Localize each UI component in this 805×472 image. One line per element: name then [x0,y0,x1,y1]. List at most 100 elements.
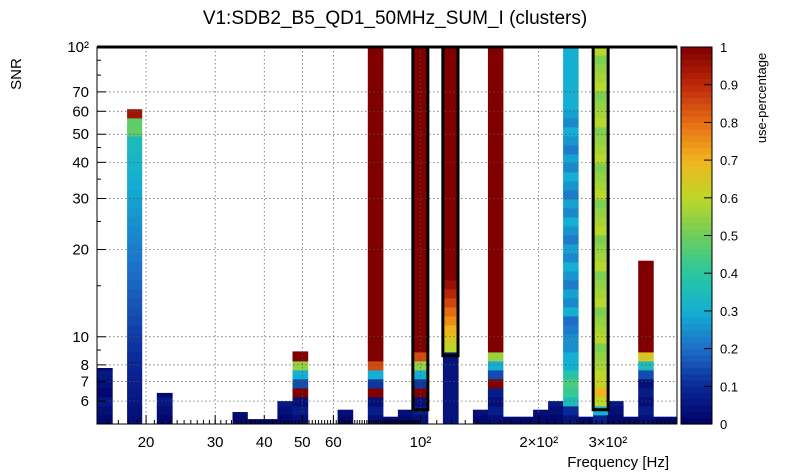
colorbar-swatch [681,84,712,92]
heatmap-cell [367,334,384,344]
heatmap-cell [367,172,384,182]
heatmap-cell [563,262,579,272]
heatmap-cell [367,370,384,380]
heatmap-cell [127,118,143,128]
heatmap-cell [156,415,173,425]
heatmap-cell [442,217,459,227]
heatmap-cell [127,343,143,353]
colorbar-tick-label: 0.9 [720,78,738,93]
heatmap-cell [563,55,579,65]
heatmap-cell [367,316,384,326]
heatmap-cell [563,334,579,344]
heatmap-cell [397,409,414,416]
colorbar-swatch [681,398,712,406]
heatmap-cell [593,379,609,389]
heatmap-cell [638,280,654,290]
x-axis-label: Frequency [Hz] [567,454,669,471]
heatmap-cell [442,370,459,380]
heatmap-cell [487,91,504,101]
colorbar-swatch [681,204,712,211]
colorbar-tick-label: 0.4 [720,266,738,281]
heatmap-cell [638,289,654,299]
colorbar-swatch [681,386,712,394]
heatmap-cell [487,82,504,92]
heatmap-cell [608,415,624,425]
heatmap-cell [563,280,579,290]
colorbar-swatch [681,166,712,174]
heatmap-cell [638,262,654,272]
heatmap-cell [563,127,579,137]
heatmap-cell [487,397,504,407]
colorbar-swatch [681,260,712,268]
colorbar-swatch [681,392,712,400]
heatmap-cell [593,370,609,380]
heatmap-cell [367,163,384,173]
heatmap-cell [127,235,143,245]
colorbar-tick-label: 0.3 [720,304,738,319]
heatmap-cell [442,343,459,353]
heatmap-cell [487,253,504,263]
heatmap-cell [563,118,579,128]
heatmap-cell [593,181,609,191]
heatmap-cell [563,361,579,371]
colorbar-swatch [681,336,712,343]
y-tick-label: 10² [67,39,89,56]
colorbar-tick-label: 0.5 [720,229,738,244]
y-tick-label: 10 [72,329,89,346]
heatmap-cell [367,379,384,389]
heatmap-cell [292,397,309,407]
heatmap-cell [593,208,609,218]
heatmap-cell [442,244,459,254]
y-tick-label: 60 [72,103,89,120]
heatmap-cell [412,181,429,191]
colorbar-swatch [681,417,712,425]
heatmap-cell [442,100,459,110]
heatmap-cell [563,47,579,56]
heatmap-cell [367,253,384,263]
colorbar-swatch [681,109,712,117]
heatmap-cell [232,415,248,425]
heatmap-cell [533,409,549,416]
colorbar-swatch [681,141,712,149]
heatmap-cell [593,145,609,155]
heatmap-cell [127,262,143,272]
heatmap-cell [593,235,609,245]
heatmap-cell [412,109,429,119]
heatmap-cell [127,397,143,407]
heatmap-cell [563,181,579,191]
heatmap-cell [593,253,609,263]
colorbar-swatch [681,279,712,287]
heatmap-cell [487,325,504,335]
colorbar-swatch [681,128,712,136]
heatmap-cell [563,307,579,317]
colorbar-swatch [681,248,712,255]
heatmap-cell [412,217,429,227]
heatmap-cell [563,64,579,74]
heatmap-cell [442,325,459,335]
colorbar-swatch [681,229,712,237]
heatmap-cell [127,127,143,137]
heatmap-cell [638,343,654,353]
heatmap-cell [563,415,579,425]
heatmap-cell [292,361,309,371]
heatmap-cell [563,271,579,281]
heatmap-cell [593,397,609,407]
heatmap-cell [277,406,293,416]
colorbar-tick-label: 0.8 [720,115,738,130]
heatmap-cell [412,118,429,128]
heatmap-cell [127,208,143,218]
heatmap-cells [97,47,678,425]
heatmap-cell [487,172,504,182]
heatmap-cell [487,127,504,137]
heatmap-cell [367,361,384,371]
heatmap-cell [367,226,384,236]
heatmap-cell [367,91,384,101]
heatmap-cell [127,370,143,380]
colorbar-swatch [681,116,712,123]
heatmap-cell [367,280,384,290]
heatmap-cell [442,109,459,119]
heatmap-cell [563,325,579,335]
colorbar-swatch [681,222,712,230]
heatmap-cell [563,82,579,92]
colorbar-swatch [681,97,712,105]
